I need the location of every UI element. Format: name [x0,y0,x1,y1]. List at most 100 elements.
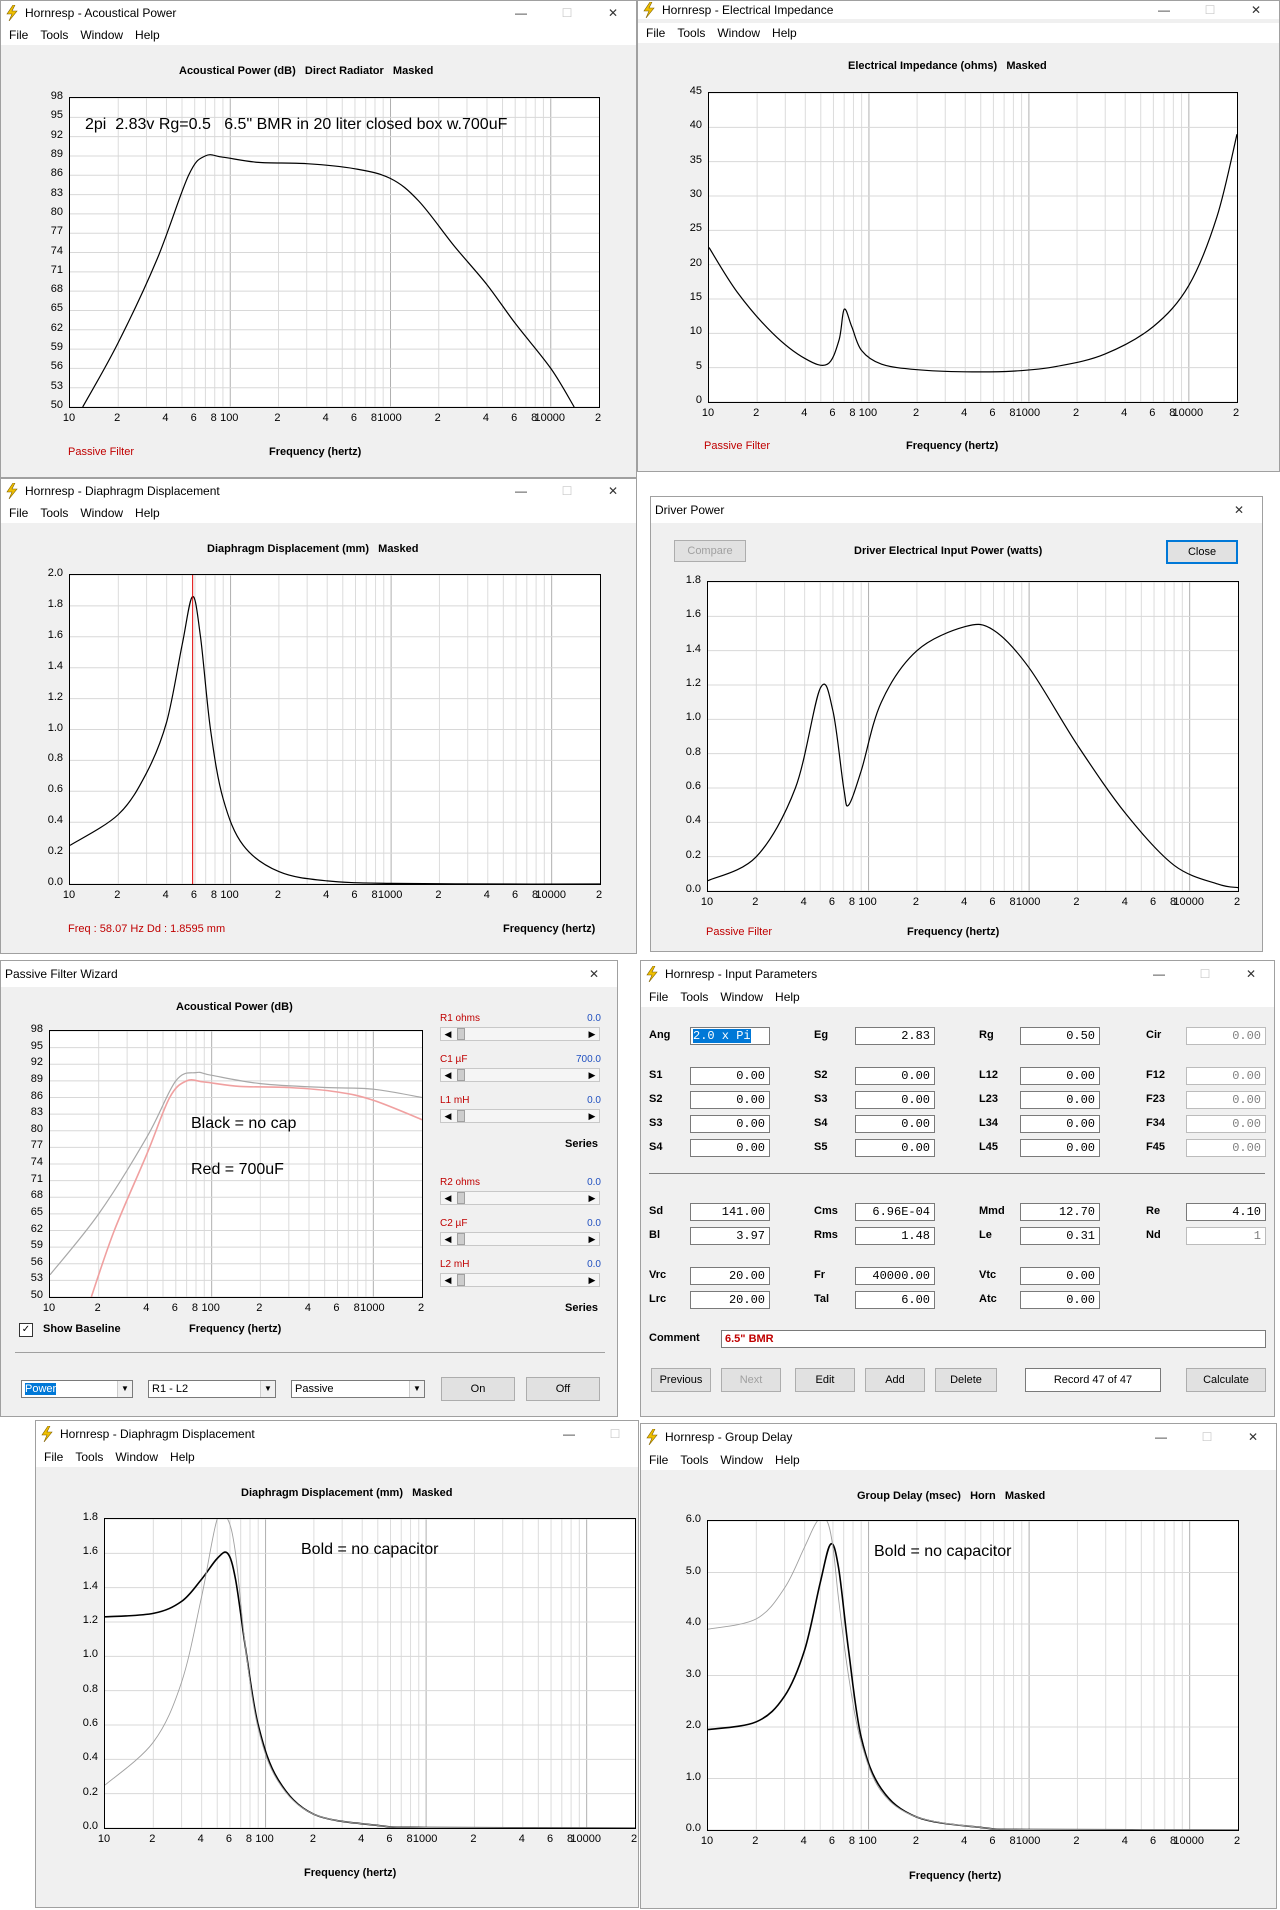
passive-filter-label[interactable]: Passive Filter [706,926,773,938]
close-button[interactable]: ✕ [607,6,619,20]
menu-file[interactable]: File [646,26,666,40]
menu-tools[interactable]: Tools [680,1453,709,1467]
menu-file[interactable]: File [9,506,29,520]
l2-slider[interactable]: ◀ ▶ [440,1273,600,1287]
f34-field[interactable]: 0.00 [1186,1115,1266,1133]
close-button[interactable]: ✕ [1247,1430,1259,1444]
close-button[interactable]: ✕ [1250,3,1262,17]
menu-window[interactable]: Window [115,1450,159,1464]
close-button[interactable]: ✕ [588,967,600,981]
menu-window[interactable]: Window [720,1453,764,1467]
eg-field[interactable]: 2.83 [855,1027,935,1045]
rg-field[interactable]: 0.50 [1020,1027,1100,1045]
filter-mode-dropdown[interactable]: Passive ▼ [291,1380,425,1398]
close-button[interactable]: ✕ [607,484,619,498]
calculate-button[interactable]: Calculate [1186,1368,1266,1392]
tal-field[interactable]: 6.00 [855,1291,935,1309]
menu-window[interactable]: Window [80,28,124,42]
arrow-right-icon[interactable]: ▶ [588,1070,596,1080]
cir-field[interactable]: 0.00 [1186,1027,1266,1045]
show-baseline-label[interactable]: Show Baseline [43,1323,121,1335]
minimize-button[interactable]: — [1158,3,1170,17]
arrow-right-icon[interactable]: ▶ [588,1275,596,1285]
arrow-right-icon[interactable]: ▶ [588,1111,596,1121]
l1-slider[interactable]: ◀ ▶ [440,1109,600,1123]
on-button[interactable]: On [441,1377,515,1401]
arrow-left-icon[interactable]: ◀ [444,1234,452,1244]
vrc-field[interactable]: 20.00 [690,1267,770,1285]
menu-help[interactable]: Help [775,990,800,1004]
passive-filter-label[interactable]: Passive Filter [68,446,135,458]
re-field[interactable]: 4.10 [1186,1203,1266,1221]
menu-window[interactable]: Window [80,506,124,520]
arrow-left-icon[interactable]: ◀ [444,1070,452,1080]
menu-help[interactable]: Help [772,26,797,40]
minimize-button[interactable]: — [1155,1430,1167,1444]
minimize-button[interactable]: — [1153,967,1165,981]
l34-field[interactable]: 0.00 [1020,1115,1100,1133]
passive-filter-label[interactable]: Passive Filter [704,440,771,452]
cms-field[interactable]: 6.96E-04 [855,1203,935,1221]
menu-file[interactable]: File [9,28,29,42]
maximize-button[interactable]: ☐ [1204,3,1216,17]
maximize-button[interactable]: ☐ [1199,967,1211,981]
menu-file[interactable]: File [649,990,669,1004]
edit-button[interactable]: Edit [795,1368,855,1392]
s4b-field[interactable]: 0.00 [855,1115,935,1133]
bl-field[interactable]: 3.97 [690,1227,770,1245]
minimize-button[interactable]: — [563,1427,575,1441]
r2-slider[interactable]: ◀ ▶ [440,1191,600,1205]
nd-field[interactable]: 1 [1186,1227,1266,1245]
menu-tools[interactable]: Tools [75,1450,104,1464]
arrow-left-icon[interactable]: ◀ [444,1029,452,1039]
s3-field[interactable]: 0.00 [690,1115,770,1133]
menu-tools[interactable]: Tools [40,28,69,42]
menu-tools[interactable]: Tools [40,506,69,520]
f45-field[interactable]: 0.00 [1186,1139,1266,1157]
arrow-right-icon[interactable]: ▶ [588,1029,596,1039]
close-dialog-button[interactable]: Close [1166,540,1238,564]
s4-field[interactable]: 0.00 [690,1139,770,1157]
fr-field[interactable]: 40000.00 [855,1267,935,1285]
arrow-left-icon[interactable]: ◀ [444,1111,452,1121]
menu-help[interactable]: Help [170,1450,195,1464]
l12-field[interactable]: 0.00 [1020,1067,1100,1085]
ang-field[interactable]: 2.0 x Pi [690,1027,770,1045]
compare-button[interactable]: Compare [674,540,746,562]
component-dropdown[interactable]: R1 - L2 ▼ [148,1380,276,1398]
maximize-button[interactable]: ☐ [609,1427,621,1441]
menu-tools[interactable]: Tools [677,26,706,40]
off-button[interactable]: Off [526,1377,600,1401]
menu-window[interactable]: Window [717,26,761,40]
s2b-field[interactable]: 0.00 [855,1067,935,1085]
menu-file[interactable]: File [44,1450,64,1464]
vtc-field[interactable]: 0.00 [1020,1267,1100,1285]
arrow-right-icon[interactable]: ▶ [588,1234,596,1244]
f12-field[interactable]: 0.00 [1186,1067,1266,1085]
plot-type-dropdown[interactable]: Power ▼ [21,1380,133,1398]
menu-help[interactable]: Help [135,28,160,42]
close-button[interactable]: ✕ [1233,503,1245,517]
show-baseline-checkbox[interactable]: ✓ [19,1323,33,1337]
c1-slider[interactable]: ◀ ▶ [440,1068,600,1082]
next-button[interactable]: Next [721,1368,781,1392]
arrow-left-icon[interactable]: ◀ [444,1193,452,1203]
s5-field[interactable]: 0.00 [855,1139,935,1157]
arrow-right-icon[interactable]: ▶ [588,1193,596,1203]
sd-field[interactable]: 141.00 [690,1203,770,1221]
menu-help[interactable]: Help [135,506,160,520]
r1-slider[interactable]: ◀ ▶ [440,1027,600,1041]
previous-button[interactable]: Previous [651,1368,711,1392]
rms-field[interactable]: 1.48 [855,1227,935,1245]
s2-field[interactable]: 0.00 [690,1091,770,1109]
menu-file[interactable]: File [649,1453,669,1467]
lrc-field[interactable]: 20.00 [690,1291,770,1309]
l23-field[interactable]: 0.00 [1020,1091,1100,1109]
add-button[interactable]: Add [865,1368,925,1392]
menu-help[interactable]: Help [775,1453,800,1467]
minimize-button[interactable]: — [515,6,527,20]
minimize-button[interactable]: — [515,484,527,498]
f23-field[interactable]: 0.00 [1186,1091,1266,1109]
arrow-left-icon[interactable]: ◀ [444,1275,452,1285]
maximize-button[interactable]: ☐ [561,6,573,20]
